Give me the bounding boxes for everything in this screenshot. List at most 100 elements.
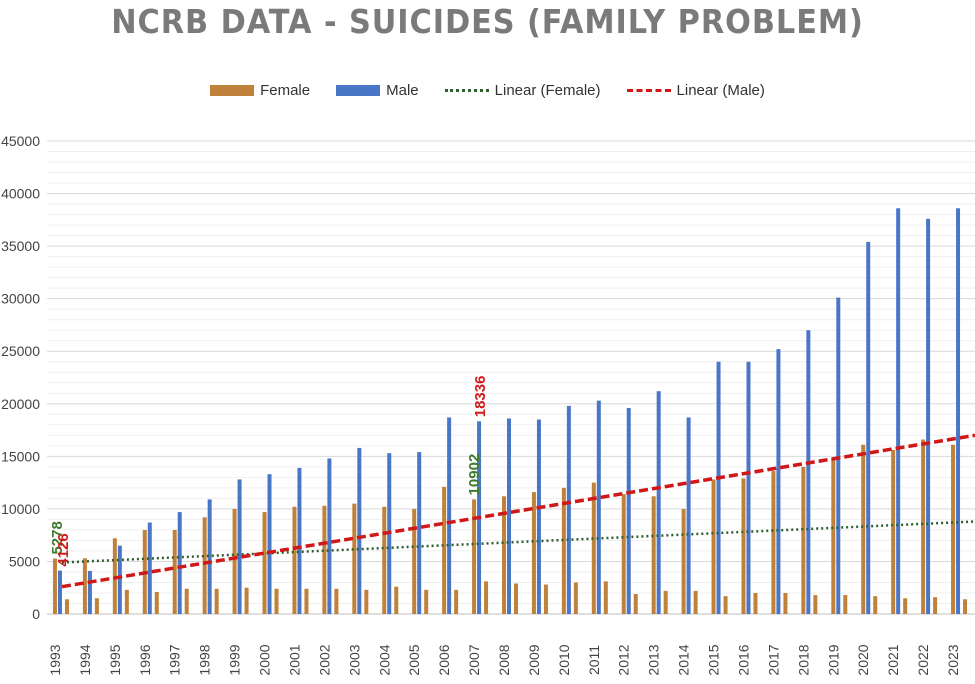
- bar-secondary: [334, 588, 339, 614]
- bar-female: [591, 482, 596, 614]
- bar-secondary: [364, 589, 369, 614]
- bar-male: [507, 418, 511, 614]
- x-tick-label: 2006: [436, 644, 452, 675]
- bar-female: [711, 479, 716, 614]
- x-tick-label: 2020: [855, 644, 871, 675]
- legend-swatch-linear-male: [626, 89, 671, 92]
- x-tick-label: 2011: [586, 645, 602, 675]
- bar-secondary: [663, 590, 668, 614]
- bar-female: [82, 558, 87, 614]
- x-tick-label: 1993: [47, 644, 63, 675]
- bar-secondary: [753, 592, 758, 614]
- bar-secondary: [543, 584, 548, 614]
- y-tick-label: 20000: [1, 396, 40, 412]
- x-tick-label: 2009: [526, 644, 542, 675]
- data-annotation: 18336: [472, 376, 489, 418]
- bar-female: [172, 529, 177, 614]
- legend-label-linear-male: Linear (Male): [676, 82, 765, 99]
- bar-female: [232, 508, 237, 614]
- bar-male: [297, 467, 302, 614]
- bar-secondary: [64, 599, 69, 614]
- bar-male: [746, 361, 751, 614]
- bar-female: [621, 494, 626, 614]
- bar-female: [52, 558, 57, 614]
- x-tick-label: 2010: [556, 644, 572, 675]
- bar-male: [566, 405, 571, 614]
- bar-female: [741, 478, 746, 614]
- y-tick-label: 15000: [1, 448, 40, 464]
- bar-secondary: [184, 588, 189, 614]
- x-tick-label: 2023: [945, 644, 961, 675]
- bar-female: [292, 506, 297, 614]
- legend: Female Male Linear (Female) Linear (Male…: [0, 82, 975, 99]
- bar-secondary: [693, 590, 698, 614]
- bar-male: [656, 391, 661, 614]
- legend-item-linear-female: Linear (Female): [444, 82, 601, 99]
- bar-female: [262, 512, 267, 614]
- y-tick-label: 10000: [1, 501, 40, 517]
- bar-female: [891, 450, 896, 614]
- y-tick-label: 0: [32, 606, 40, 622]
- bar-male: [417, 452, 422, 614]
- bar-male: [836, 297, 841, 614]
- bar-secondary: [424, 589, 429, 614]
- x-tick-label: 2004: [376, 644, 392, 675]
- bar-secondary: [963, 599, 968, 614]
- bar-female: [322, 505, 327, 614]
- bar-secondary: [124, 589, 129, 614]
- bar-male: [776, 349, 781, 614]
- bar-secondary: [454, 589, 459, 614]
- bar-secondary: [903, 598, 908, 614]
- bar-female: [352, 503, 357, 614]
- bar-secondary: [244, 587, 249, 614]
- legend-label-female: Female: [260, 82, 311, 99]
- bar-male: [956, 208, 961, 614]
- x-tick-label: 2005: [406, 644, 422, 675]
- bar-male: [57, 570, 62, 614]
- x-tick-label: 2015: [706, 644, 722, 675]
- legend-item-linear-male: Linear (Male): [626, 82, 765, 99]
- bar-secondary: [723, 596, 728, 614]
- y-tick-label: 30000: [1, 291, 40, 307]
- bar-female: [502, 496, 506, 614]
- y-tick-label: 5000: [9, 553, 40, 569]
- bar-secondary: [603, 581, 608, 614]
- bar-male: [536, 419, 541, 614]
- legend-item-male: Male: [336, 82, 419, 99]
- bar-secondary: [633, 594, 638, 614]
- bar-female: [561, 487, 566, 614]
- bar-male: [177, 512, 182, 614]
- bar-female: [651, 496, 656, 614]
- bar-female: [412, 508, 417, 614]
- y-tick-label: 40000: [1, 186, 40, 202]
- bar-secondary: [394, 586, 399, 614]
- trendline-male: [61, 433, 975, 589]
- bar-secondary: [813, 595, 818, 614]
- bar-male: [596, 400, 601, 614]
- x-tick-label: 2021: [885, 644, 901, 675]
- data-annotation: 4126: [55, 533, 72, 566]
- bar-female: [771, 471, 776, 614]
- x-tick-label: 2019: [825, 644, 841, 675]
- trendline-female: [61, 520, 975, 564]
- bar-male: [716, 361, 721, 614]
- x-tick-label: 2002: [316, 644, 332, 675]
- x-tick-label: 2012: [616, 644, 632, 675]
- bar-secondary: [154, 591, 159, 614]
- bar-secondary: [933, 597, 938, 614]
- bar-male: [117, 545, 122, 614]
- bar-female: [472, 499, 477, 614]
- x-tick-label: 1998: [197, 644, 213, 675]
- bar-secondary: [514, 583, 518, 614]
- y-tick-label: 45000: [1, 133, 40, 149]
- x-tick-label: 2017: [765, 644, 781, 675]
- bar-male: [447, 417, 452, 614]
- x-tick-label: 2014: [676, 644, 692, 675]
- bar-secondary: [274, 588, 279, 614]
- bar-male: [626, 407, 631, 614]
- y-tick-label: 35000: [1, 238, 40, 254]
- bar-secondary: [214, 588, 219, 614]
- legend-swatch-female: [210, 85, 255, 96]
- x-tick-label: 1999: [227, 644, 243, 675]
